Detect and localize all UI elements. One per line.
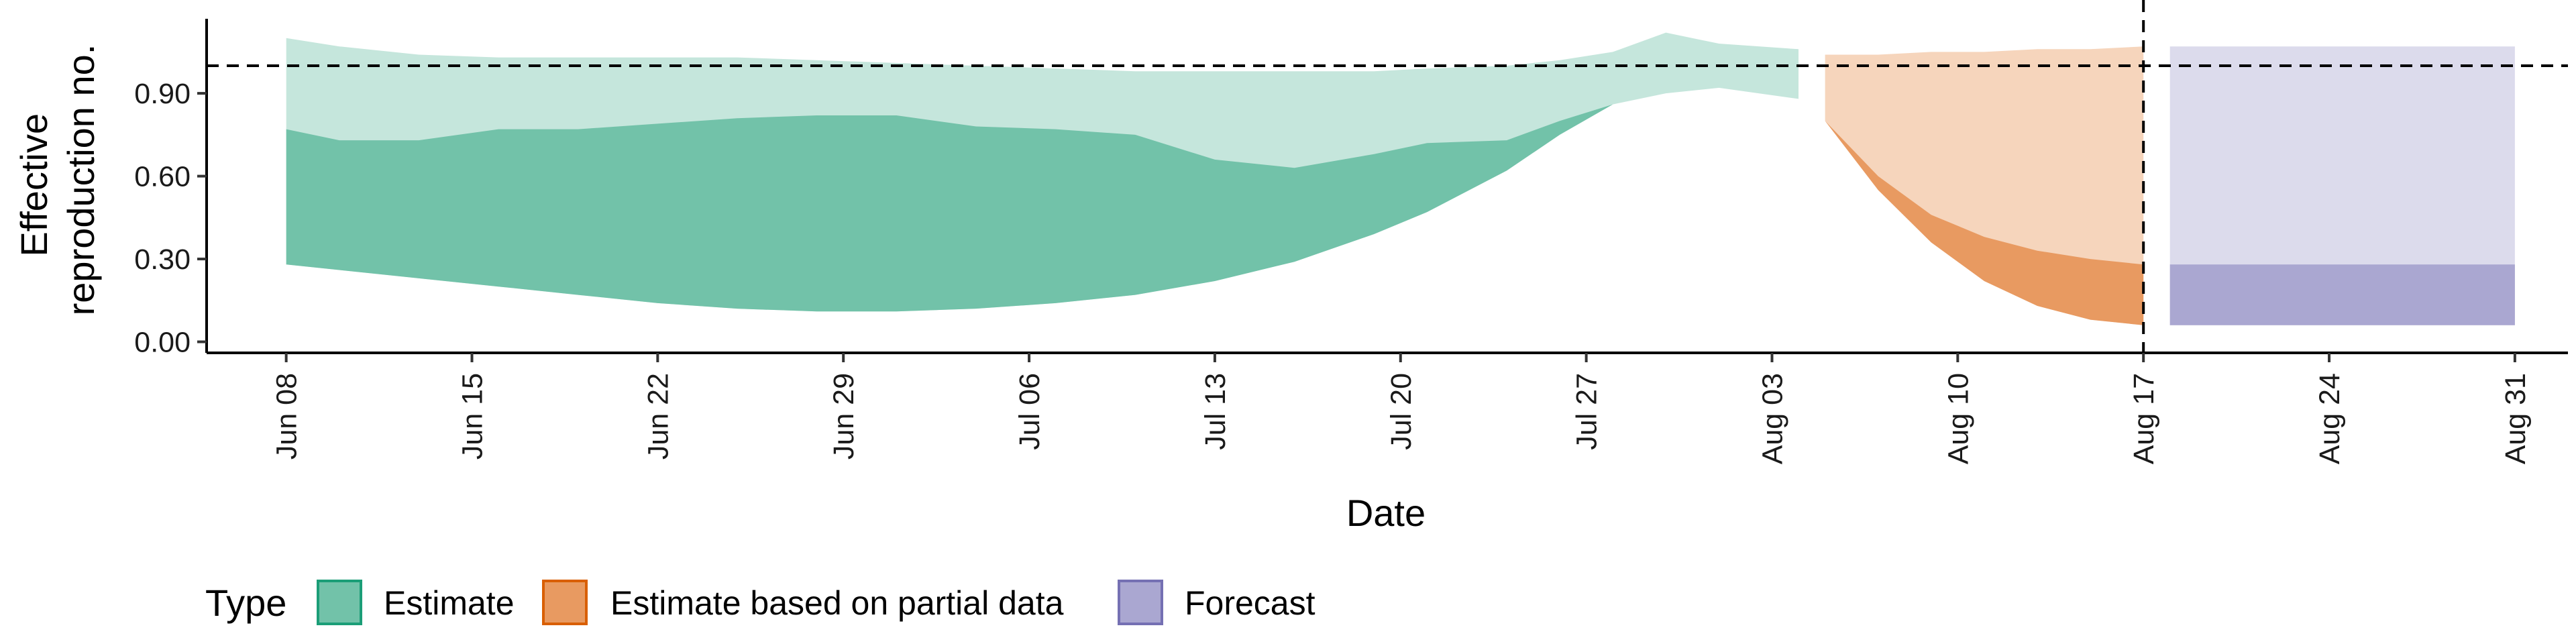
legend: Type Estimate Estimate based on partial d… xyxy=(205,580,1316,625)
legend-label-2: Estimate based on partial data xyxy=(610,584,1064,622)
x-tick-label: Aug 31 xyxy=(2500,373,2532,464)
series-1 xyxy=(286,32,1799,312)
series-3-band-90 xyxy=(2169,46,2515,325)
x-tick-label: Jun 15 xyxy=(457,373,489,460)
x-tick-label: Aug 17 xyxy=(2128,373,2160,464)
series-2 xyxy=(1825,46,2144,325)
y-tick-label: 0.60 xyxy=(134,161,191,193)
x-tick-label: Aug 24 xyxy=(2314,373,2346,464)
series-2-band-50 xyxy=(1825,121,2144,325)
x-axis-title: Date xyxy=(1346,492,1426,534)
x-tick-label: Jul 20 xyxy=(1385,373,1417,450)
x-tick-label: Jun 22 xyxy=(642,373,674,460)
legend-label-1: Estimate xyxy=(384,584,515,622)
y-tick-label: 0.90 xyxy=(134,78,191,110)
x-tick-label: Aug 10 xyxy=(1942,373,1974,464)
x-axis-ticks: Jun 08 Jun 15 Jun 22 Jun 29 Jul 06 Jul 13 Jul … xyxy=(271,353,2532,464)
x-tick-label: Jul 13 xyxy=(1199,373,1232,450)
x-tick-label: Jun 29 xyxy=(828,373,860,460)
series-3-band-50 xyxy=(2169,264,2515,325)
y-tick-label: 0.30 xyxy=(134,244,191,276)
x-tick-label: Jul 27 xyxy=(1571,373,1603,450)
x-tick-label: Jun 08 xyxy=(271,373,303,460)
y-axis-title: Effective reproduction no. xyxy=(13,44,102,316)
y-axis-title-line-1: Effective xyxy=(13,113,55,257)
legend-key-2 xyxy=(542,580,588,625)
y-axis-ticks: 0.00 0.30 0.60 0.90 xyxy=(134,78,207,359)
plot-area xyxy=(286,32,2515,325)
legend-key-3 xyxy=(1118,580,1163,625)
x-tick-label: Aug 03 xyxy=(1756,373,1788,464)
series-1-band-50 xyxy=(286,87,1799,312)
legend-label-3: Forecast xyxy=(1185,584,1316,622)
legend-title: Type xyxy=(205,582,286,624)
y-axis-title-line-2: reproduction no. xyxy=(60,44,102,316)
series-3 xyxy=(2169,46,2515,325)
y-tick-label: 0.00 xyxy=(134,327,191,359)
legend-key-1 xyxy=(317,580,362,625)
x-tick-label: Jul 06 xyxy=(1014,373,1046,450)
